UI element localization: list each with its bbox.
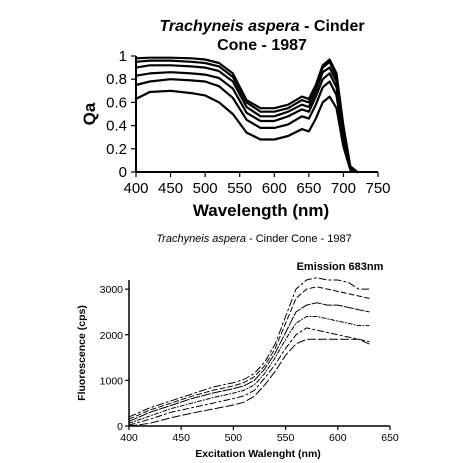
c1-x-tick-label: 600	[262, 180, 287, 197]
chart-1-title-line-2: Cone - 1987	[217, 37, 307, 54]
c1-x-tick-label: 750	[365, 180, 390, 197]
c1-x-tick-label: 700	[331, 180, 356, 197]
chart-2-title-rest: - Cinder Cone - 1987	[246, 233, 352, 245]
c1-x-tick-label: 450	[158, 180, 183, 197]
c1-x-tick-label: 500	[193, 180, 218, 197]
chart-2-y-axis-label: Fluorescence (cps)	[76, 305, 88, 401]
c2-series-line-4	[128, 316, 370, 424]
chart-2-title-italic: Trachyneis aspera	[156, 233, 246, 245]
chart-1-x-axis-label: Wavelength (nm)	[193, 201, 329, 220]
chart-2: Trachyneis aspera - Cinder Cone - 1987 E…	[76, 233, 399, 460]
chart-2-subtitle: Emission 683nm	[297, 261, 384, 273]
c2-series-line-3	[128, 302, 370, 422]
c1-series-line-5	[134, 78, 359, 174]
chart-2-series	[128, 277, 370, 427]
chart-2-ticks: 400 450 500 550 600 650 0 1000 2000 3000	[100, 284, 399, 444]
c1-series-line-3	[134, 64, 359, 174]
c2-x-tick-label: 600	[329, 432, 347, 444]
c1-series-line-1	[134, 56, 359, 174]
c1-y-tick-label: 0.2	[106, 141, 127, 158]
c1-series-line-4	[134, 71, 359, 174]
c1-x-tick-label: 400	[123, 180, 148, 197]
c1-y-tick-label: 0.8	[106, 71, 127, 88]
chart-2-x-axis-label: Excitation Walenght (nm)	[195, 448, 321, 460]
c1-y-tick-label: 1	[119, 48, 127, 65]
c1-series-line-2	[134, 59, 359, 174]
c2-series-line-6	[128, 338, 370, 427]
c1-x-tick-label: 550	[227, 180, 252, 197]
c2-y-tick-label: 2000	[100, 330, 124, 342]
c2-series-line-2	[128, 286, 370, 420]
c1-y-tick-label: 0	[119, 164, 127, 181]
c2-series-line-1	[128, 277, 370, 418]
chart-1-y-axis-label: Qa	[80, 102, 99, 125]
c2-x-tick-label: 650	[381, 432, 399, 444]
chart-1-title-line-1: Trachyneis aspera - Cinder	[159, 18, 364, 35]
c1-series-line-6	[134, 89, 359, 174]
chart-1-series	[134, 56, 359, 174]
c1-y-tick-label: 0.6	[106, 94, 127, 111]
chart-2-title: Trachyneis aspera - Cinder Cone - 1987	[156, 233, 351, 245]
c2-series-line-5	[128, 327, 370, 426]
c1-y-tick-label: 0.4	[106, 118, 127, 135]
c2-y-tick-label: 3000	[100, 284, 124, 296]
c2-x-tick-label: 500	[225, 432, 243, 444]
chart-1: Trachyneis aspera - Cinder Cone - 1987 4…	[80, 18, 391, 220]
c2-y-tick-label: 1000	[100, 375, 124, 387]
c2-x-tick-label: 400	[120, 432, 138, 444]
chart-1-title-rest: - Cinder	[300, 18, 365, 35]
c2-x-tick-label: 450	[172, 432, 190, 444]
chart-1-title-italic: Trachyneis aspera	[159, 18, 299, 35]
c2-x-tick-label: 550	[277, 432, 295, 444]
c1-x-tick-label: 650	[296, 180, 321, 197]
chart-1-ticks: 400 450 500 550 600 650 700 750 0 0.2 0.4 0.6 0.8 1	[106, 48, 390, 197]
c2-y-tick-label: 0	[117, 421, 123, 433]
